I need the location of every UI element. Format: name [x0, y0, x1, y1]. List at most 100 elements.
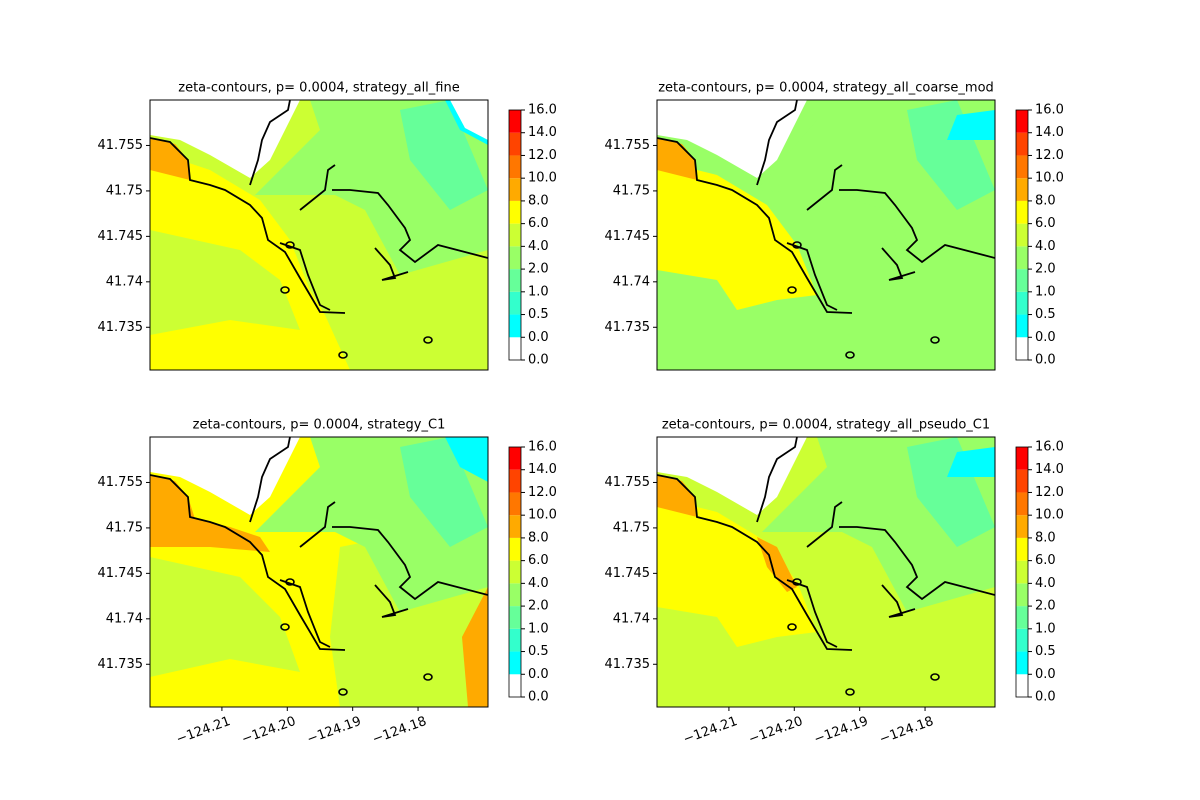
- y-tick-label: 41.735: [605, 320, 651, 335]
- colorbar-segment: [509, 492, 521, 516]
- x-tick-label: −124.18: [877, 714, 935, 747]
- y-tick-label: 41.735: [98, 320, 144, 335]
- island: [792, 241, 802, 249]
- colorbar-tick-label: 4.0: [528, 239, 549, 254]
- contour-region: [150, 150, 350, 370]
- contour-region: [400, 437, 488, 547]
- contour-region: [947, 110, 995, 140]
- colorbar-tick-label: 10.0: [1035, 171, 1064, 186]
- island: [285, 241, 295, 249]
- colorbar-tick-label: 1.0: [1035, 284, 1056, 299]
- colorbar-tick-label: 1.0: [528, 284, 549, 299]
- colorbar-segment: [1016, 223, 1028, 247]
- colorbar-segment: [509, 291, 521, 315]
- contour-region: [947, 447, 995, 477]
- colorbar-segment: [1016, 155, 1028, 179]
- colorbar-segment: [509, 314, 521, 338]
- colorbar-tick-label: 0.0: [1035, 330, 1056, 345]
- colorbar-segment: [509, 651, 521, 675]
- axes-frame: [149, 99, 489, 371]
- contour-region: [450, 100, 488, 140]
- panel: zeta-contours, p= 0.0004, strategy_all_p…: [605, 418, 1064, 748]
- coastline: [249, 437, 291, 523]
- colorbar-segment: [509, 583, 521, 607]
- colorbar-segment: [509, 628, 521, 652]
- colorbar-tick-label: 16.0: [528, 440, 557, 455]
- y-tick-label: 41.745: [605, 566, 651, 581]
- colorbar-segment: [509, 132, 521, 156]
- island: [845, 351, 855, 359]
- colorbar-segment: [1016, 132, 1028, 156]
- colorbar-segment: [1016, 515, 1028, 538]
- colorbar-tick-label: 16.0: [1035, 440, 1064, 455]
- colorbar-segment: [1016, 314, 1028, 338]
- colorbar-tick-label: 12.0: [1035, 148, 1064, 163]
- coastline: [374, 584, 409, 618]
- coastline: [150, 474, 346, 651]
- colorbar-frame: [508, 109, 522, 361]
- colorbar-tick-label: 6.0: [528, 216, 549, 231]
- island: [787, 623, 797, 631]
- island: [338, 351, 348, 359]
- colorbar-segment: [1016, 674, 1028, 697]
- y-tick-label: 41.74: [613, 611, 650, 626]
- colorbar-segment: [509, 674, 521, 697]
- axes-title: zeta-contours, p= 0.0004, strategy_all_p…: [662, 418, 990, 433]
- coastline: [332, 526, 488, 601]
- contour-field: [150, 437, 488, 707]
- colorbar-tick-label: 14.0: [528, 125, 557, 140]
- island: [280, 286, 290, 294]
- contour-region: [400, 100, 488, 210]
- colorbar-segment: [509, 110, 521, 133]
- colorbar-tick-label: 6.0: [1035, 216, 1056, 231]
- colorbar-segment: [509, 515, 521, 538]
- colorbar-tick-label: 14.0: [528, 462, 557, 477]
- island: [787, 286, 797, 294]
- colorbar-tick-label: 2.0: [1035, 262, 1056, 277]
- island: [930, 673, 940, 681]
- colorbar-segment: [1016, 606, 1028, 629]
- colorbar-tick-label: 8.0: [1035, 193, 1056, 208]
- colorbar-tick-label: 14.0: [1035, 462, 1064, 477]
- x-tick-label: −124.20: [747, 714, 805, 747]
- colorbar-tick-label: 4.0: [1035, 576, 1056, 591]
- axes-title: zeta-contours, p= 0.0004, strategy_all_c…: [658, 81, 994, 96]
- contour-field: [657, 100, 995, 370]
- coastline: [806, 164, 843, 211]
- colorbar-tick-label: 0.5: [528, 307, 549, 322]
- contour-region: [657, 437, 807, 515]
- colorbar-tick-label: 6.0: [528, 553, 549, 568]
- contour-region: [150, 557, 300, 677]
- contour-region: [657, 497, 817, 647]
- colorbar-segment: [509, 178, 521, 201]
- colorbar-segment: [1016, 178, 1028, 201]
- colorbar-tick-label: 2.0: [528, 262, 549, 277]
- colorbar-tick-label: 0.5: [1035, 307, 1056, 322]
- y-tick-label: 41.755: [605, 138, 651, 153]
- contour-region: [907, 437, 995, 547]
- y-tick-label: 41.75: [106, 520, 143, 535]
- colorbar-tick-label: 8.0: [528, 530, 549, 545]
- island: [423, 336, 433, 344]
- contour-region: [462, 587, 488, 707]
- colorbar-segment: [1016, 447, 1028, 470]
- y-tick-label: 41.755: [98, 475, 144, 490]
- colorbar-segment: [509, 560, 521, 584]
- colorbar-tick-label: 10.0: [1035, 508, 1064, 523]
- colorbar-tick-label: 8.0: [528, 193, 549, 208]
- contour-region: [445, 437, 488, 482]
- colorbar-segment: [1016, 492, 1028, 516]
- island: [792, 578, 802, 586]
- colorbar-segment: [509, 200, 521, 224]
- colorbar-tick-label: 0.0: [528, 667, 549, 682]
- colorbar-segment: [1016, 537, 1028, 561]
- coastline: [881, 247, 916, 281]
- y-tick-label: 41.75: [106, 183, 143, 198]
- contour-field: [657, 437, 995, 707]
- colorbar-tick-label: 1.0: [528, 621, 549, 636]
- coastline: [881, 584, 916, 618]
- y-tick-label: 41.745: [98, 566, 144, 581]
- island: [930, 336, 940, 344]
- y-tick-label: 41.74: [106, 274, 143, 289]
